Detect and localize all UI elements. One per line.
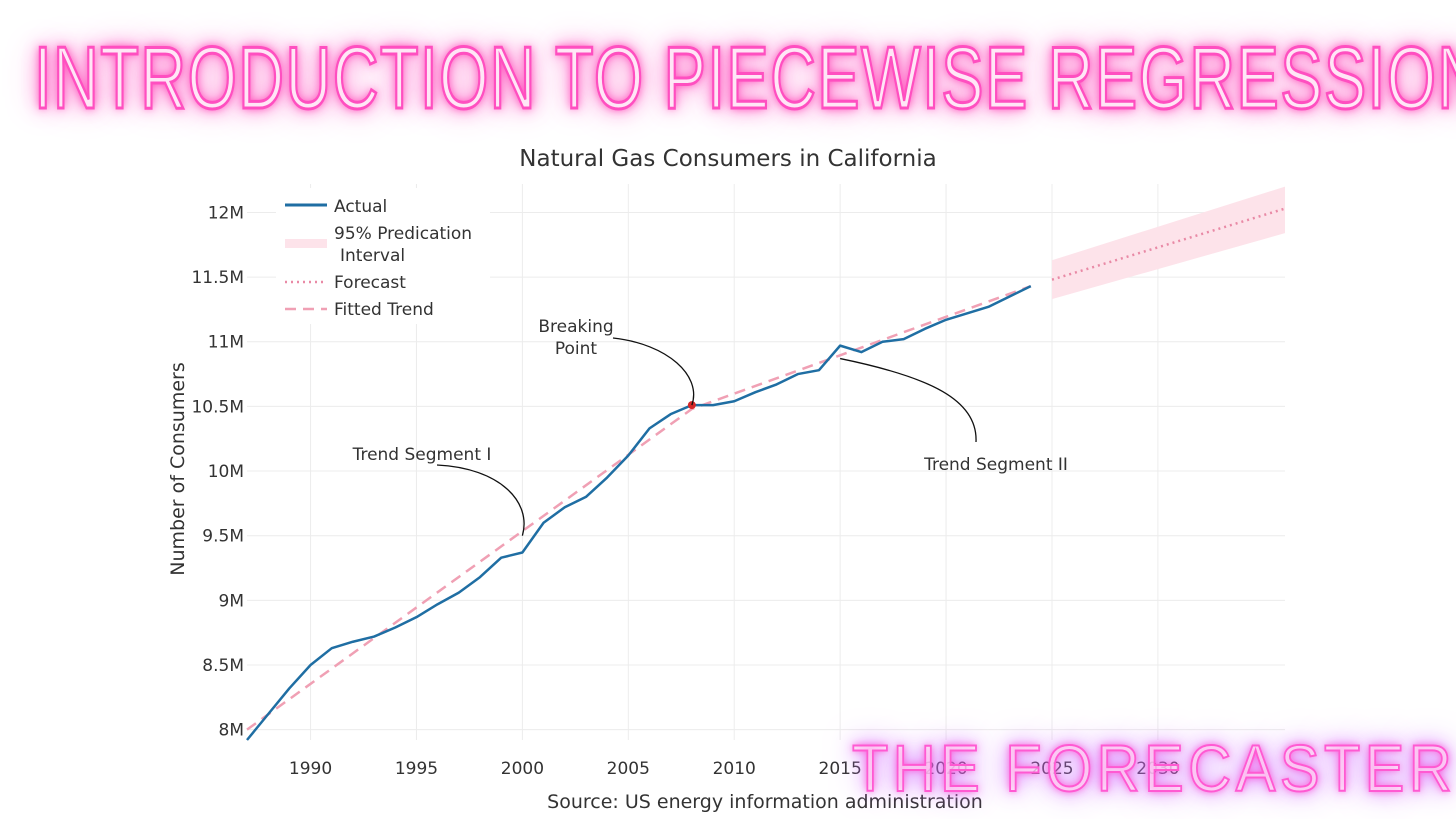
prediction-interval-band	[1051, 186, 1285, 300]
x-tick-label: 2005	[607, 759, 650, 779]
y-tick-label: 12M	[208, 203, 244, 223]
annotation-trend-segment-2-text: Trend Segment II	[923, 455, 1068, 475]
y-axis-label: Number of Consumers	[167, 362, 189, 576]
y-tick-label: 9.5M	[202, 527, 244, 547]
y-tick-label: 8.5M	[202, 656, 244, 676]
x-tick-label: 1995	[395, 759, 438, 779]
prediction-interval	[1051, 186, 1285, 300]
annotation-trend-segment-1-arrow	[436, 464, 525, 536]
y-tick-label: 11M	[208, 333, 244, 353]
x-tick-label: 2030	[1136, 759, 1179, 779]
legend-swatch-interval	[285, 239, 327, 248]
legend[interactable]: Actual 95% Predication Interval Forecast…	[276, 188, 490, 324]
legend-label-actual: Actual	[334, 197, 387, 217]
fitted-trend-line	[246, 284, 1032, 731]
legend-label-interval: 95% Predication	[334, 224, 472, 244]
banner-title: INTRODUCTION TO PIECEWISE REGRESSION	[33, 28, 1456, 127]
forecast-line	[1051, 207, 1286, 281]
y-tick-label: 9M	[219, 591, 244, 611]
y-tick-label: 11.5M	[191, 268, 244, 288]
y-tick-label: 10M	[208, 462, 244, 482]
legend-background	[276, 188, 490, 324]
annotation-breaking-point-arrow	[612, 337, 695, 406]
x-tick-label: 1990	[289, 759, 332, 779]
brand-logo: THE FORECASTER	[851, 731, 1456, 805]
x-tick-label: 2015	[819, 759, 862, 779]
x-tick-label: 2010	[713, 759, 756, 779]
annotation-breaking-point-text: Point	[555, 339, 598, 359]
x-tick-label: 2000	[501, 759, 544, 779]
legend-label-interval-line2: Interval	[340, 246, 405, 266]
annotation-breaking-point-text: Breaking	[538, 317, 613, 337]
annotation-trend-segment-2-arrow	[840, 357, 977, 443]
y-tick-label: 10.5M	[191, 397, 244, 417]
annotation-trend-segment-1-text: Trend Segment I	[352, 445, 492, 465]
actual-series-line	[246, 285, 1032, 741]
y-tick-label: 8M	[219, 721, 244, 741]
x-tick-label: 2025	[1030, 759, 1073, 779]
legend-label-forecast: Forecast	[334, 273, 406, 293]
x-tick-label: 2020	[924, 759, 967, 779]
axis-ticks: 1990 1995 2000 2005 2010 2015 2020 2025 2030 8M 8.…	[191, 203, 1179, 779]
chart-title: Natural Gas Consumers in California	[519, 146, 936, 172]
grid	[247, 184, 1285, 740]
legend-label-trend: Fitted Trend	[334, 300, 434, 320]
source-caption: Source: US energy information administra…	[547, 791, 983, 813]
